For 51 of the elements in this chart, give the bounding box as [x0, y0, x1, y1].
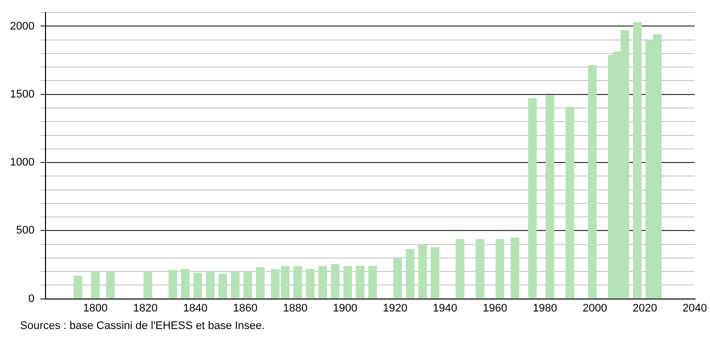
x-tick-label: 1900 [332, 302, 358, 314]
x-tick-label: 1940 [432, 302, 458, 314]
bar [430, 247, 440, 299]
x-tick-label: 1820 [133, 302, 158, 314]
bar [230, 272, 240, 299]
y-tick-label: 500 [16, 224, 34, 237]
x-tick-label: 1980 [532, 302, 558, 314]
x-tick-label: 2040 [682, 302, 708, 314]
y-tick-label: 1000 [10, 156, 34, 169]
bar [496, 239, 504, 299]
bar [476, 239, 484, 299]
x-tick-label: 1860 [233, 302, 258, 314]
bar [566, 106, 574, 299]
bar [144, 272, 152, 299]
bar [306, 268, 315, 299]
bar [632, 22, 642, 299]
x-tick-label: 1800 [83, 302, 108, 314]
source-note: Sources : base Cassini de l'EHESS et base Insee. [20, 320, 266, 332]
bar [368, 266, 377, 299]
bar [356, 266, 364, 299]
x-tick-label: 2000 [582, 302, 608, 314]
y-tick-label: 1500 [10, 88, 34, 100]
x-tick-label: 1840 [183, 302, 208, 314]
bar [406, 249, 414, 299]
bar [510, 238, 520, 299]
bar [180, 268, 190, 299]
bar [293, 266, 302, 299]
x-tick-label: 2020 [632, 302, 658, 314]
bar [343, 266, 352, 299]
bar [318, 266, 327, 299]
bar [218, 274, 228, 299]
bar [168, 270, 178, 299]
bar [206, 271, 215, 299]
x-tick-label: 1920 [382, 302, 408, 314]
bar [243, 272, 252, 299]
bar [91, 272, 100, 299]
bar [546, 95, 554, 299]
bar [588, 65, 597, 299]
bar [393, 258, 402, 299]
bar [528, 98, 537, 299]
y-tick-label: 0 [28, 292, 34, 305]
bar [74, 276, 82, 299]
bar [193, 272, 202, 299]
bar [456, 239, 464, 299]
y-tick-label: 2000 [10, 20, 34, 32]
bar [330, 264, 340, 299]
bar [256, 267, 265, 299]
bar [418, 244, 427, 299]
x-tick-label: 1960 [482, 302, 508, 314]
x-tick-label: 1880 [282, 302, 308, 314]
bar [106, 272, 115, 299]
